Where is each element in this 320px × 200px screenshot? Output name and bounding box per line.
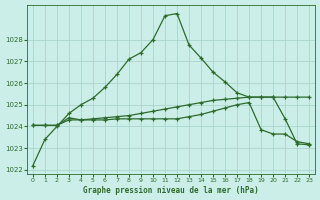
X-axis label: Graphe pression niveau de la mer (hPa): Graphe pression niveau de la mer (hPa) <box>83 186 259 195</box>
